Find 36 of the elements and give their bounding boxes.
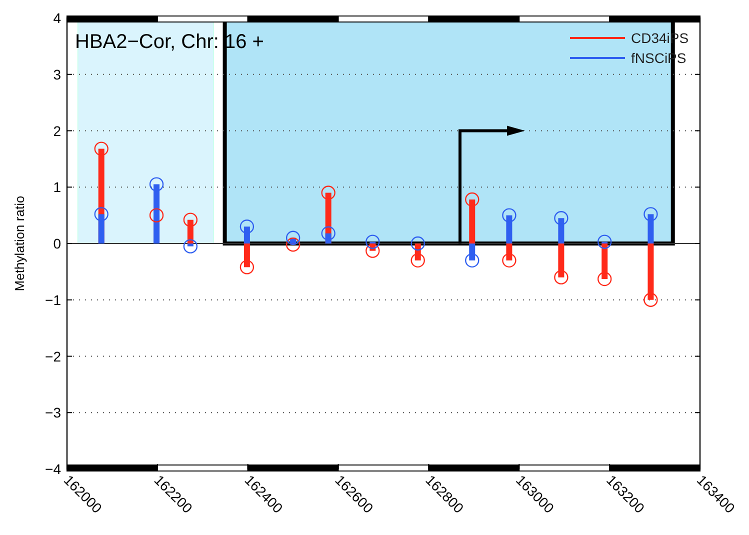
point: [321, 186, 336, 200]
point: [410, 253, 425, 268]
y-tick-label: 3: [53, 66, 62, 82]
point: [321, 226, 336, 240]
point: [286, 238, 300, 252]
point: [502, 208, 516, 222]
y-tick-label: 0: [53, 236, 62, 252]
point: [554, 211, 568, 226]
y-axis-title: Methylation ratio: [12, 196, 27, 292]
point: [149, 177, 164, 192]
point: [465, 192, 480, 207]
point: [598, 234, 612, 249]
point: [644, 292, 658, 307]
point: [240, 260, 254, 274]
point: [502, 253, 516, 268]
point: [94, 142, 108, 156]
point: [366, 234, 380, 249]
y-tick-label: −3: [45, 404, 62, 421]
point: [240, 219, 254, 234]
y-tick-label: 4: [53, 10, 62, 26]
point: [554, 270, 568, 284]
point: [366, 244, 380, 258]
point: [465, 253, 480, 268]
y-tick-label: −2: [45, 348, 62, 364]
point: [149, 208, 164, 222]
point: [644, 207, 658, 222]
y-tick-label: 1: [53, 179, 62, 196]
point: [598, 272, 612, 286]
point: [183, 239, 198, 254]
point: [94, 207, 108, 222]
point: [183, 212, 198, 227]
point: [410, 236, 425, 251]
y-tick-label: −4: [45, 461, 62, 477]
y-tick-label: 2: [53, 122, 62, 139]
y-tick-label: −1: [45, 292, 62, 308]
point: [286, 230, 300, 245]
